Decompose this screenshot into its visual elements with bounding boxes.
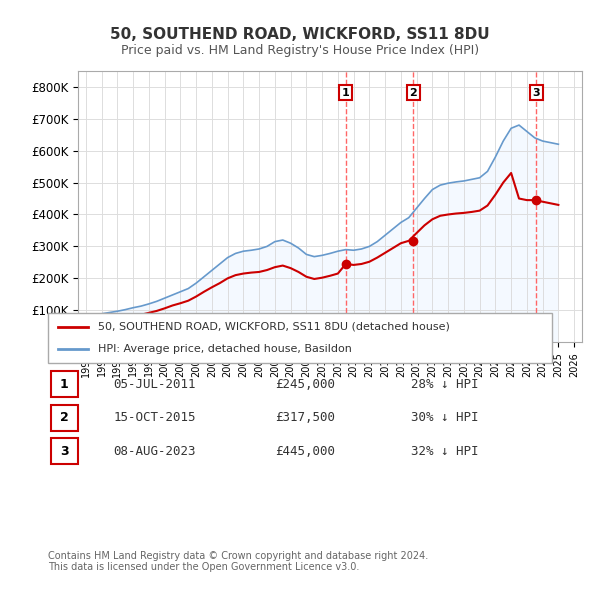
Text: 3: 3 — [533, 87, 540, 97]
Text: 50, SOUTHEND ROAD, WICKFORD, SS11 8DU: 50, SOUTHEND ROAD, WICKFORD, SS11 8DU — [110, 27, 490, 41]
Text: 05-JUL-2011: 05-JUL-2011 — [113, 378, 196, 391]
Text: HPI: Average price, detached house, Basildon: HPI: Average price, detached house, Basi… — [98, 344, 352, 354]
Text: 2: 2 — [410, 87, 418, 97]
FancyBboxPatch shape — [48, 313, 552, 363]
Text: £317,500: £317,500 — [275, 411, 335, 424]
Text: 2: 2 — [60, 411, 68, 424]
Text: 50, SOUTHEND ROAD, WICKFORD, SS11 8DU (detached house): 50, SOUTHEND ROAD, WICKFORD, SS11 8DU (d… — [98, 322, 450, 332]
FancyBboxPatch shape — [50, 438, 78, 464]
Text: 15-OCT-2015: 15-OCT-2015 — [113, 411, 196, 424]
Text: 28% ↓ HPI: 28% ↓ HPI — [411, 378, 478, 391]
FancyBboxPatch shape — [50, 405, 78, 431]
Text: £245,000: £245,000 — [275, 378, 335, 391]
Text: £445,000: £445,000 — [275, 445, 335, 458]
Text: Contains HM Land Registry data © Crown copyright and database right 2024.
This d: Contains HM Land Registry data © Crown c… — [48, 550, 428, 572]
Text: 32% ↓ HPI: 32% ↓ HPI — [411, 445, 478, 458]
Text: 08-AUG-2023: 08-AUG-2023 — [113, 445, 196, 458]
Text: 1: 1 — [342, 87, 350, 97]
FancyBboxPatch shape — [50, 371, 78, 397]
Text: 1: 1 — [60, 378, 68, 391]
Text: 3: 3 — [60, 445, 68, 458]
Text: 30% ↓ HPI: 30% ↓ HPI — [411, 411, 478, 424]
Text: Price paid vs. HM Land Registry's House Price Index (HPI): Price paid vs. HM Land Registry's House … — [121, 44, 479, 57]
